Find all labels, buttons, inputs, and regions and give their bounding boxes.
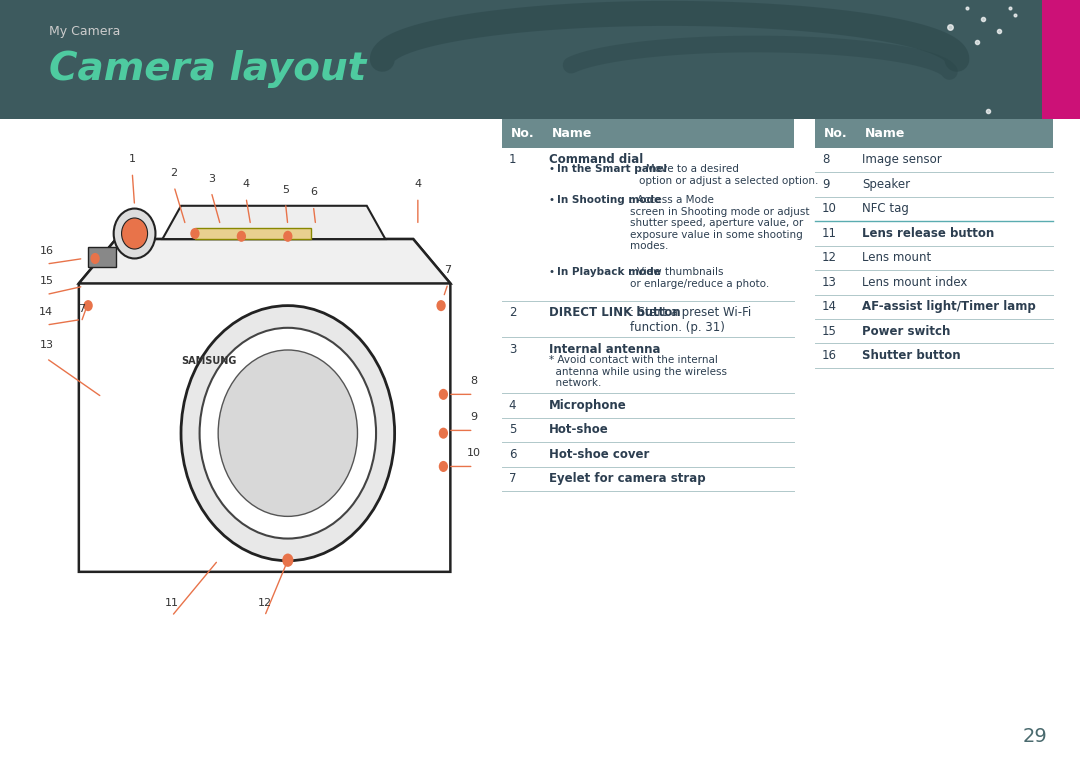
Text: AF-assist light/Timer lamp: AF-assist light/Timer lamp: [862, 301, 1036, 313]
Circle shape: [438, 428, 448, 438]
Circle shape: [181, 306, 394, 561]
Polygon shape: [79, 239, 450, 572]
Text: : Start a preset Wi-Fi
function. (p. 31): : Start a preset Wi-Fi function. (p. 31): [631, 306, 752, 334]
Text: 10: 10: [822, 203, 837, 215]
Text: Speaker: Speaker: [862, 178, 910, 190]
Text: 2: 2: [509, 306, 516, 319]
Text: Shutter button: Shutter button: [862, 350, 960, 362]
Text: 6: 6: [509, 448, 516, 461]
Text: Lens mount index: Lens mount index: [862, 276, 968, 288]
Text: 15: 15: [822, 325, 837, 337]
Text: 4: 4: [415, 179, 421, 189]
Circle shape: [438, 389, 448, 400]
Text: 12: 12: [257, 598, 272, 608]
Text: 13: 13: [39, 340, 53, 350]
Circle shape: [436, 300, 446, 311]
Bar: [1042, 0, 1080, 119]
Text: 14: 14: [39, 307, 53, 317]
Text: 11: 11: [822, 227, 837, 239]
Circle shape: [113, 209, 156, 259]
Text: Camera layout: Camera layout: [49, 50, 366, 88]
Bar: [89, 247, 116, 267]
Bar: [194, 228, 311, 239]
Text: Eyelet for camera strap: Eyelet for camera strap: [549, 472, 705, 485]
Text: Image sensor: Image sensor: [862, 154, 942, 166]
Text: 12: 12: [822, 252, 837, 264]
Polygon shape: [79, 239, 450, 284]
Text: 8: 8: [470, 376, 477, 386]
Circle shape: [283, 231, 293, 242]
Text: : Access a Mode
screen in Shooting mode or adjust
shutter speed, aperture value,: : Access a Mode screen in Shooting mode …: [630, 195, 809, 252]
Text: In Playback mode: In Playback mode: [557, 267, 661, 277]
Text: : Move to a desired
option or adjust a selected option.: : Move to a desired option or adjust a s…: [639, 164, 819, 186]
Circle shape: [438, 461, 448, 472]
Text: Command dial: Command dial: [549, 153, 643, 166]
Polygon shape: [162, 206, 386, 239]
Circle shape: [200, 328, 376, 539]
Text: 15: 15: [39, 276, 53, 286]
Circle shape: [218, 350, 357, 516]
Text: 10: 10: [467, 448, 481, 458]
Text: 14: 14: [822, 301, 837, 313]
Text: : View thumbnails
or enlarge/reduce a photo.: : View thumbnails or enlarge/reduce a ph…: [630, 267, 769, 288]
Text: Name: Name: [865, 127, 905, 139]
Text: No.: No.: [511, 127, 535, 139]
Text: 8: 8: [822, 154, 829, 166]
Text: 2: 2: [171, 168, 177, 178]
Text: 9: 9: [822, 178, 829, 190]
Text: Hot-shoe cover: Hot-shoe cover: [549, 448, 649, 461]
Text: No.: No.: [824, 127, 848, 139]
Text: Power switch: Power switch: [862, 325, 950, 337]
Text: •: •: [549, 195, 558, 205]
Text: Lens mount: Lens mount: [862, 252, 931, 264]
Text: My Camera: My Camera: [49, 25, 120, 38]
Text: NFC tag: NFC tag: [862, 203, 908, 215]
Circle shape: [91, 253, 99, 264]
Text: Hot-shoe: Hot-shoe: [549, 423, 608, 436]
Text: Lens release button: Lens release button: [862, 227, 994, 239]
Circle shape: [237, 231, 246, 242]
Text: 16: 16: [822, 350, 837, 362]
Text: SAMSUNG: SAMSUNG: [181, 356, 237, 366]
Text: 16: 16: [39, 246, 53, 256]
Bar: [0, 0, 1080, 119]
Text: 7: 7: [78, 304, 84, 314]
Circle shape: [83, 300, 93, 311]
Bar: [815, 119, 1053, 148]
Text: 3: 3: [509, 343, 516, 356]
Text: •: •: [549, 267, 558, 277]
Text: 13: 13: [822, 276, 837, 288]
Text: •: •: [549, 164, 558, 174]
Text: 6: 6: [310, 187, 316, 197]
Circle shape: [122, 218, 148, 249]
Text: 5: 5: [282, 184, 289, 195]
Text: In the Smart panel: In the Smart panel: [557, 164, 667, 174]
Text: 4: 4: [243, 179, 249, 189]
Text: 7: 7: [509, 472, 516, 485]
Text: * Avoid contact with the internal
  antenna while using the wireless
  network.: * Avoid contact with the internal antenn…: [549, 355, 727, 388]
Text: 5: 5: [509, 423, 516, 436]
Text: 11: 11: [165, 598, 178, 608]
Text: Name: Name: [552, 127, 592, 139]
Text: DIRECT LINK button: DIRECT LINK button: [549, 306, 680, 319]
Text: Microphone: Microphone: [549, 399, 626, 412]
Text: 4: 4: [509, 399, 516, 412]
Text: 7: 7: [445, 265, 451, 275]
Text: 9: 9: [470, 412, 477, 422]
Text: In Shooting mode: In Shooting mode: [557, 195, 661, 205]
Bar: [502, 119, 794, 148]
Text: Internal antenna: Internal antenna: [549, 343, 660, 356]
Text: 29: 29: [1023, 727, 1048, 746]
Circle shape: [282, 554, 294, 567]
Circle shape: [190, 228, 200, 239]
Text: 1: 1: [509, 153, 516, 166]
Text: 3: 3: [207, 174, 215, 184]
Text: 1: 1: [129, 155, 136, 164]
